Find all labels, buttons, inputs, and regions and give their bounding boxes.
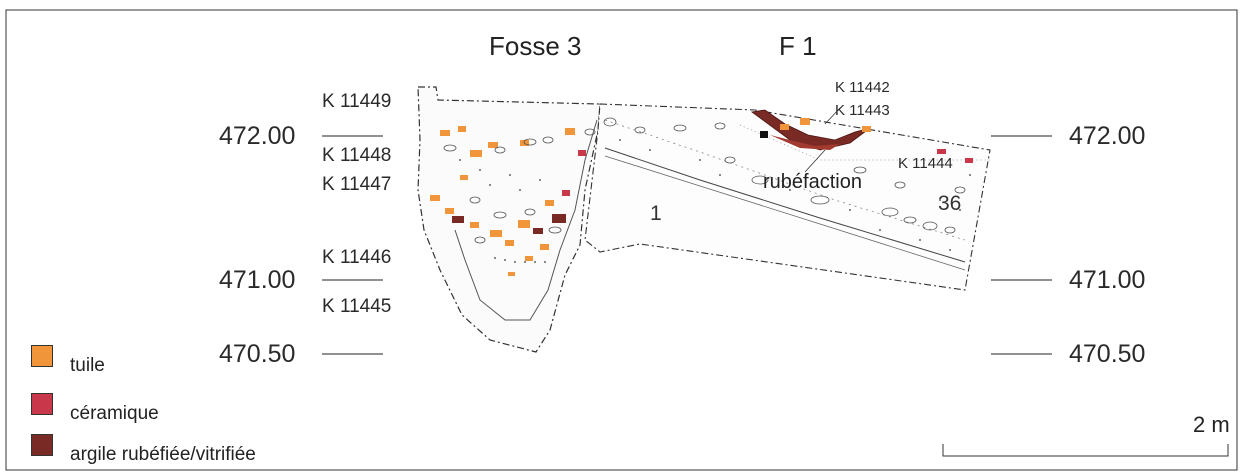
legend-swatch-argile — [31, 434, 53, 456]
sample-code-k11442: K 11442 — [835, 79, 890, 96]
elevation-left-472: 472.00 — [219, 122, 296, 150]
elevation-right-470-5: 470.50 — [1069, 340, 1146, 368]
scale-bar — [942, 444, 1229, 457]
sample-code-k11444: K 11444 — [898, 155, 953, 172]
ceramic-piece-right-2 — [965, 158, 973, 163]
ceramic-piece-right-1 — [937, 149, 946, 154]
sample-code-k11443: K 11443 — [835, 102, 890, 119]
hearth-tile-1 — [780, 124, 789, 130]
scale-label: 2 m — [1193, 412, 1230, 437]
elevation-right-472: 472.00 — [1069, 122, 1146, 150]
legend-label-tuile: tuile — [70, 355, 105, 376]
sample-code-k11448: K 11448 — [322, 145, 392, 166]
sample-code-k11449: K 11449 — [322, 91, 392, 112]
stratum-line-4 — [739, 124, 990, 161]
sample-code-k11446: K 11446 — [322, 247, 392, 268]
pit-inner-line — [454, 119, 598, 321]
elevation-left-471: 471.00 — [219, 266, 296, 294]
stratum-line-2 — [604, 155, 966, 271]
pit-outline-fosse-3 — [417, 86, 601, 353]
stones — [443, 117, 966, 244]
layer-1-label: 1 — [650, 202, 662, 225]
elevation-left-470-5: 470.50 — [219, 340, 296, 368]
sample-code-k11447: K 11447 — [322, 174, 392, 195]
layer-36-label: 36 — [938, 192, 962, 215]
legend-label-argile: argile rubéfiée/vitrifiée — [70, 444, 256, 465]
legend-swatch-ceramique — [31, 393, 53, 415]
k11442-leader — [824, 107, 841, 125]
legend-swatch-tuile — [31, 345, 53, 367]
figure-frame — [5, 9, 1238, 471]
hearth-charcoal — [760, 131, 768, 138]
stratum-line-1 — [604, 147, 966, 263]
layer-1-outline — [584, 103, 991, 291]
legend-label-ceramique: céramique — [70, 403, 159, 424]
rubefaction-label: rubéfaction — [763, 171, 862, 193]
sediment-dots — [459, 139, 971, 263]
elevation-right-471: 471.00 — [1069, 266, 1146, 294]
title-fosse-3: Fosse 3 — [489, 31, 582, 61]
sample-code-k11445: K 11445 — [322, 296, 392, 317]
hearth-tile-3 — [862, 126, 871, 132]
hearth-tile-2 — [800, 118, 810, 125]
title-f1: F 1 — [779, 31, 817, 61]
rubefaction-leader — [804, 149, 826, 173]
hearth-rubefaction-lower — [770, 135, 840, 150]
